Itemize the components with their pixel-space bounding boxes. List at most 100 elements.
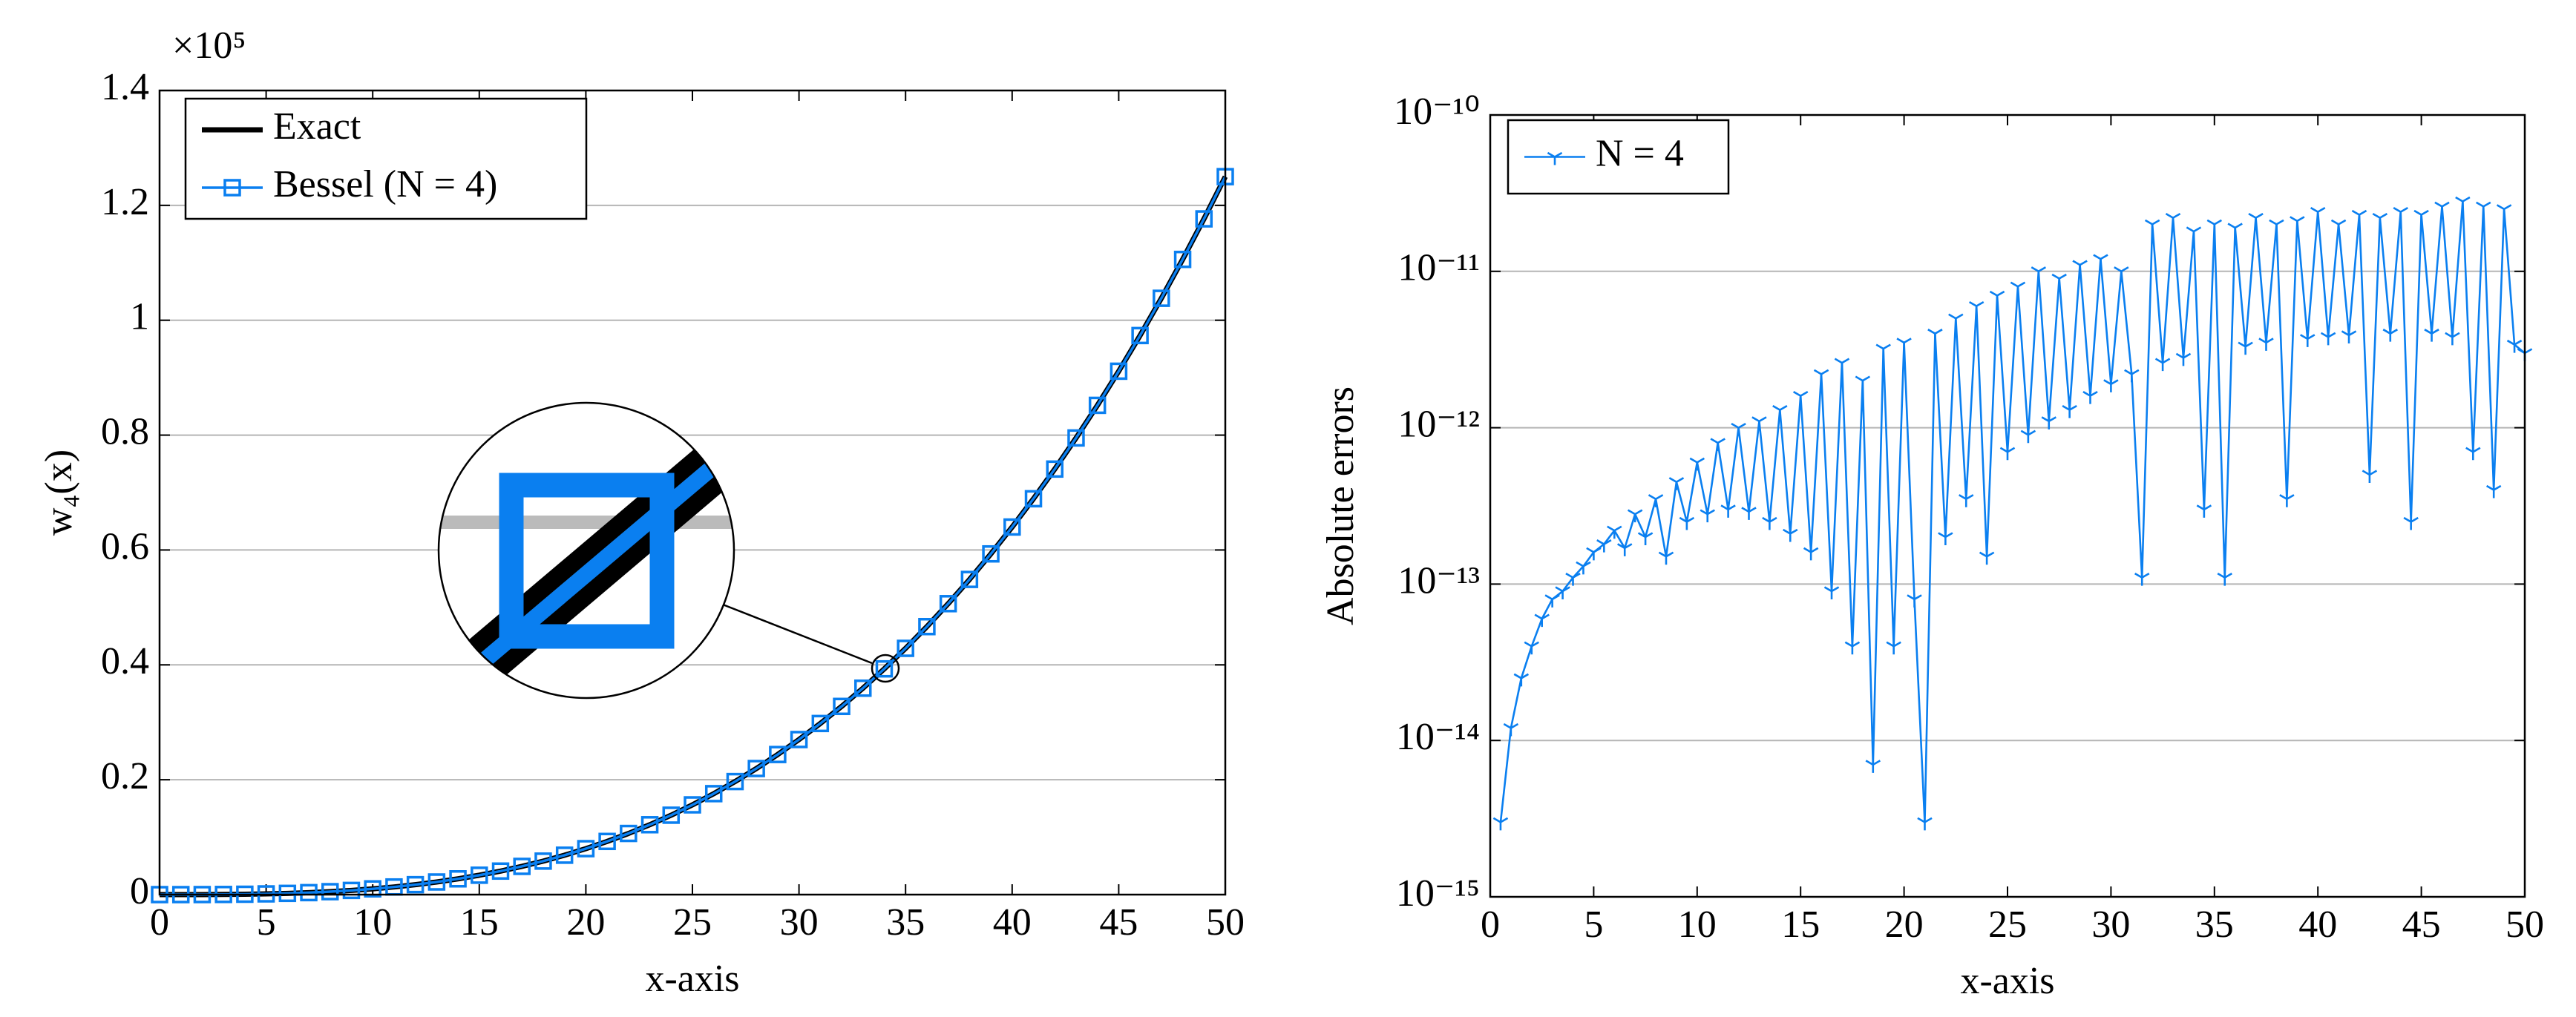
marker [1565, 573, 1581, 586]
x-tick-label: 30 [780, 901, 819, 944]
y-tick-label: 10⁻¹⁵ [1396, 872, 1480, 915]
marker [471, 866, 488, 884]
marker [2041, 416, 2056, 429]
marker [939, 595, 957, 613]
marker [1772, 404, 1788, 418]
marker [875, 659, 894, 678]
marker [1803, 547, 1819, 561]
marker [2434, 201, 2450, 215]
marker [1492, 817, 1509, 831]
x-tick-label: 15 [460, 901, 499, 944]
marker [555, 846, 574, 864]
marker [918, 617, 936, 636]
marker [1617, 543, 1633, 556]
x-tick-label: 20 [566, 901, 605, 944]
marker [811, 714, 830, 733]
marker [2330, 219, 2347, 233]
marker [790, 731, 808, 748]
marker [1153, 289, 1170, 307]
marker [747, 760, 765, 777]
marker [1927, 329, 1943, 342]
marker [2279, 494, 2295, 507]
x-tick-label: 45 [1099, 901, 1138, 944]
marker [2403, 516, 2419, 530]
marker [2010, 281, 2026, 295]
plot-frame [158, 89, 1227, 896]
plot-frame [1489, 113, 2526, 898]
marker [2455, 196, 2471, 210]
legend-marker [223, 179, 241, 197]
marker [2320, 332, 2336, 346]
marker [897, 639, 914, 657]
marker [684, 796, 701, 814]
marker [2290, 216, 2305, 229]
marker [2485, 484, 2502, 498]
marker [2051, 273, 2067, 287]
marker [577, 840, 595, 858]
marker [534, 852, 552, 870]
marker [2300, 334, 2316, 347]
marker [2206, 219, 2223, 233]
x-tick-label: 25 [1988, 904, 2027, 946]
marker [2093, 254, 2108, 268]
marker [1865, 760, 1881, 773]
marker [1534, 613, 1550, 628]
marker [1813, 369, 1829, 383]
marker [769, 746, 787, 763]
marker [662, 806, 681, 824]
marker [1088, 396, 1107, 415]
x-axis-label: x-axis [1960, 960, 2054, 1002]
marker [2103, 379, 2119, 392]
marker [2496, 204, 2512, 217]
marker [1503, 723, 1519, 737]
marker [2362, 470, 2378, 484]
y-tick-label: 10⁻¹⁰ [1394, 90, 1480, 133]
plot-area [1490, 115, 2525, 897]
marker [1792, 390, 1809, 404]
marker [2476, 201, 2491, 215]
marker [2134, 573, 2150, 586]
marker [982, 544, 1000, 563]
marker [1989, 290, 2005, 304]
marker [1731, 422, 1746, 436]
marker [1875, 343, 1891, 358]
marker [1751, 416, 1767, 429]
x-tick-label: 40 [993, 901, 1032, 944]
marker [1544, 594, 1560, 608]
zoom-exact-line [469, 444, 734, 697]
x-tick-label: 35 [2195, 904, 2234, 946]
legend-label: N = 4 [1596, 132, 1684, 174]
marker [491, 862, 510, 881]
marker [2258, 338, 2274, 351]
x-tick-label: 15 [1781, 904, 1820, 946]
x-tick-label: 50 [1206, 901, 1245, 944]
marker [1513, 673, 1530, 687]
marker [2238, 341, 2253, 355]
marker [1637, 532, 1654, 545]
y-tick-label: 1.2 [101, 181, 149, 223]
marker [1627, 509, 1643, 523]
y-axis-label: w₄(x) [38, 450, 80, 536]
marker [1003, 518, 1021, 536]
x-tick-label: 10 [1678, 904, 1717, 946]
x-tick-label: 30 [2091, 904, 2130, 946]
y-multiplier: ×10⁵ [172, 24, 246, 67]
x-tick-label: 50 [2505, 904, 2544, 946]
marker [2031, 266, 2047, 280]
marker [1576, 561, 1591, 575]
marker [1834, 358, 1850, 372]
marker [1524, 641, 1539, 655]
x-tick-label: 25 [673, 901, 712, 944]
marker [2269, 219, 2284, 233]
marker [513, 858, 531, 875]
marker [449, 870, 467, 888]
marker [2351, 209, 2367, 223]
marker [1948, 313, 1964, 327]
marker [1762, 516, 1777, 530]
marker [1844, 641, 1861, 655]
marker [2175, 352, 2192, 366]
marker [1173, 250, 1192, 269]
marker [300, 883, 318, 902]
y-tick-label: 10⁻¹⁴ [1396, 716, 1480, 758]
x-tick-label: 40 [2298, 904, 2337, 946]
